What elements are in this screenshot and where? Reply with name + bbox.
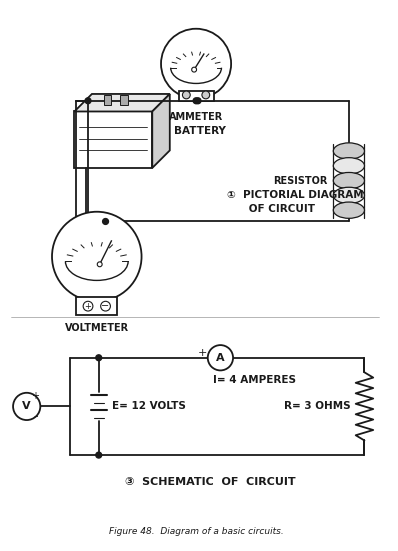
Text: +: +	[31, 391, 39, 401]
Text: E= 12 VOLTS: E= 12 VOLTS	[112, 402, 186, 412]
Text: -: -	[33, 409, 38, 423]
Ellipse shape	[333, 143, 365, 159]
Circle shape	[195, 98, 201, 104]
Ellipse shape	[333, 158, 365, 174]
Bar	[103, 95, 111, 105]
Polygon shape	[152, 94, 170, 168]
Ellipse shape	[333, 202, 365, 218]
Text: BATTERY: BATTERY	[174, 126, 226, 136]
Bar	[120, 95, 128, 105]
Circle shape	[85, 98, 91, 104]
Circle shape	[161, 29, 231, 99]
Circle shape	[182, 91, 190, 99]
Circle shape	[101, 301, 110, 311]
Circle shape	[83, 301, 93, 311]
Polygon shape	[74, 94, 170, 111]
Text: R= 3 OHMS: R= 3 OHMS	[284, 402, 351, 412]
Circle shape	[96, 452, 101, 458]
Circle shape	[97, 262, 102, 267]
Circle shape	[52, 212, 142, 301]
Circle shape	[202, 91, 210, 99]
Circle shape	[193, 98, 199, 104]
Text: A: A	[216, 353, 225, 363]
Text: +: +	[85, 301, 92, 311]
Text: I= 4 AMPERES: I= 4 AMPERES	[213, 375, 296, 385]
Text: −: −	[101, 301, 109, 311]
Bar	[76, 298, 117, 315]
Text: OF CIRCUIT: OF CIRCUIT	[227, 204, 315, 214]
Text: RESISTOR: RESISTOR	[273, 176, 328, 186]
Ellipse shape	[333, 187, 365, 203]
Polygon shape	[74, 111, 152, 168]
Text: VOLTMETER: VOLTMETER	[65, 323, 129, 333]
Circle shape	[192, 67, 197, 72]
Circle shape	[96, 355, 101, 361]
Text: ①  PICTORIAL DIAGRAM: ① PICTORIAL DIAGRAM	[227, 190, 364, 200]
Text: Figure 48.  Diagram of a basic circuits.: Figure 48. Diagram of a basic circuits.	[109, 527, 283, 536]
Text: +: +	[198, 348, 208, 358]
Text: V: V	[22, 402, 31, 412]
Bar	[179, 91, 214, 101]
Ellipse shape	[333, 172, 365, 189]
Text: ③  SCHEMATIC  OF  CIRCUIT: ③ SCHEMATIC OF CIRCUIT	[125, 477, 296, 487]
Circle shape	[103, 219, 109, 224]
Circle shape	[13, 393, 40, 420]
Circle shape	[208, 345, 233, 370]
Text: AMMETER: AMMETER	[169, 112, 223, 122]
